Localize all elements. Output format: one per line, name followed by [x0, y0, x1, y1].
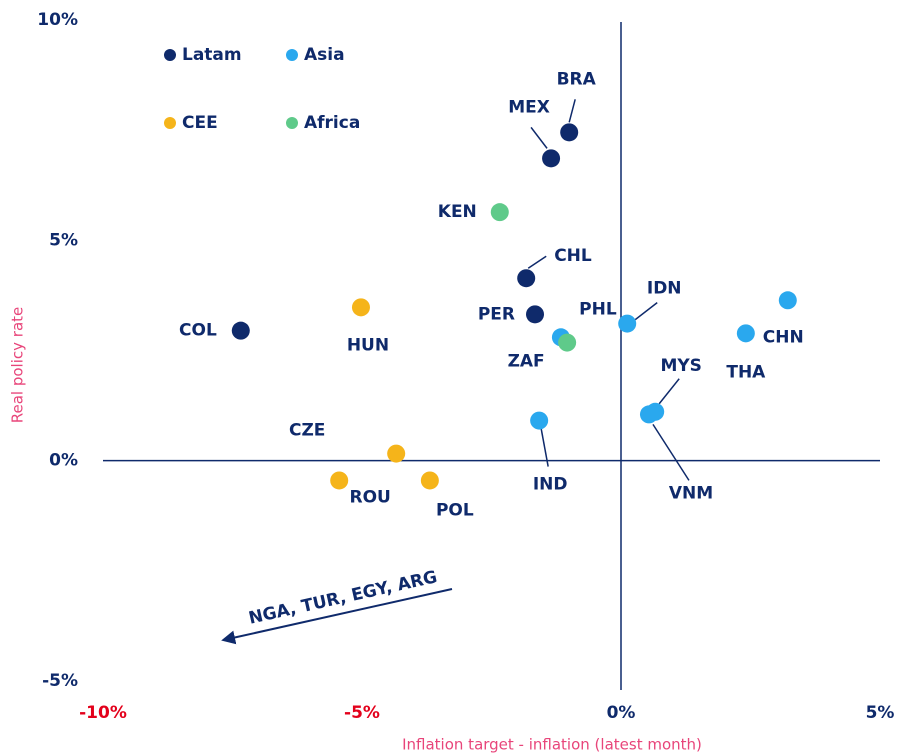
legend-label: Africa — [304, 113, 360, 133]
point-label: IDN — [647, 279, 682, 299]
point — [517, 269, 536, 288]
leader-line — [652, 423, 690, 481]
y-tick-label: 5% — [49, 230, 78, 250]
point-label: MEX — [508, 97, 550, 117]
point-label: COL — [179, 321, 217, 341]
point — [618, 314, 637, 333]
point-label: VNM — [669, 483, 713, 503]
legend-label: CEE — [182, 113, 218, 133]
point-label: PHL — [579, 299, 617, 319]
leader-line — [530, 126, 548, 149]
point-label: CHL — [554, 246, 592, 266]
point — [420, 471, 439, 490]
point — [387, 444, 406, 463]
legend-marker — [164, 49, 176, 61]
point-label: ROU — [350, 487, 391, 507]
legend-marker — [286, 49, 298, 61]
legend-marker — [164, 117, 176, 129]
point — [558, 333, 577, 352]
point-label: MYS — [660, 356, 701, 376]
y-tick-label: 0% — [49, 451, 78, 471]
point — [330, 471, 349, 490]
point — [530, 411, 549, 430]
point — [639, 405, 658, 424]
x-tick-label: -10% — [79, 703, 127, 723]
x-tick-label: 0% — [607, 703, 636, 723]
point-label: HUN — [347, 335, 389, 355]
x-axis-label: Inflation target - inflation (latest mon… — [402, 736, 702, 754]
point-label: ZAF — [508, 352, 545, 372]
point-label: POL — [436, 500, 474, 520]
x-tick-label: 5% — [866, 703, 895, 723]
leader-line — [658, 378, 680, 405]
point-label: IND — [533, 475, 568, 495]
point — [542, 149, 561, 168]
point — [736, 324, 755, 343]
leader-line — [634, 302, 658, 321]
leader-line — [527, 255, 547, 269]
legend-label: Asia — [304, 45, 345, 65]
y-axis-label: Real policy rate — [9, 307, 27, 424]
point-label: CZE — [289, 421, 325, 441]
x-tick-label: -5% — [344, 703, 380, 723]
point-label: CHN — [763, 327, 804, 347]
legend-label: Latam — [182, 45, 242, 65]
point-label: THA — [726, 362, 766, 382]
point — [778, 291, 797, 310]
y-tick-label: 10% — [37, 10, 78, 30]
leader-line — [568, 99, 576, 123]
annotation-arrow — [221, 588, 453, 645]
legend-marker — [286, 117, 298, 129]
point — [526, 305, 545, 324]
point — [490, 203, 509, 222]
point — [231, 321, 250, 340]
point-label: BRA — [557, 69, 597, 89]
point-label: PER — [478, 304, 515, 324]
y-tick-label: -5% — [42, 671, 78, 691]
leader-line — [540, 428, 549, 467]
point — [351, 298, 370, 317]
point-label: KEN — [438, 202, 477, 222]
point — [560, 123, 579, 142]
